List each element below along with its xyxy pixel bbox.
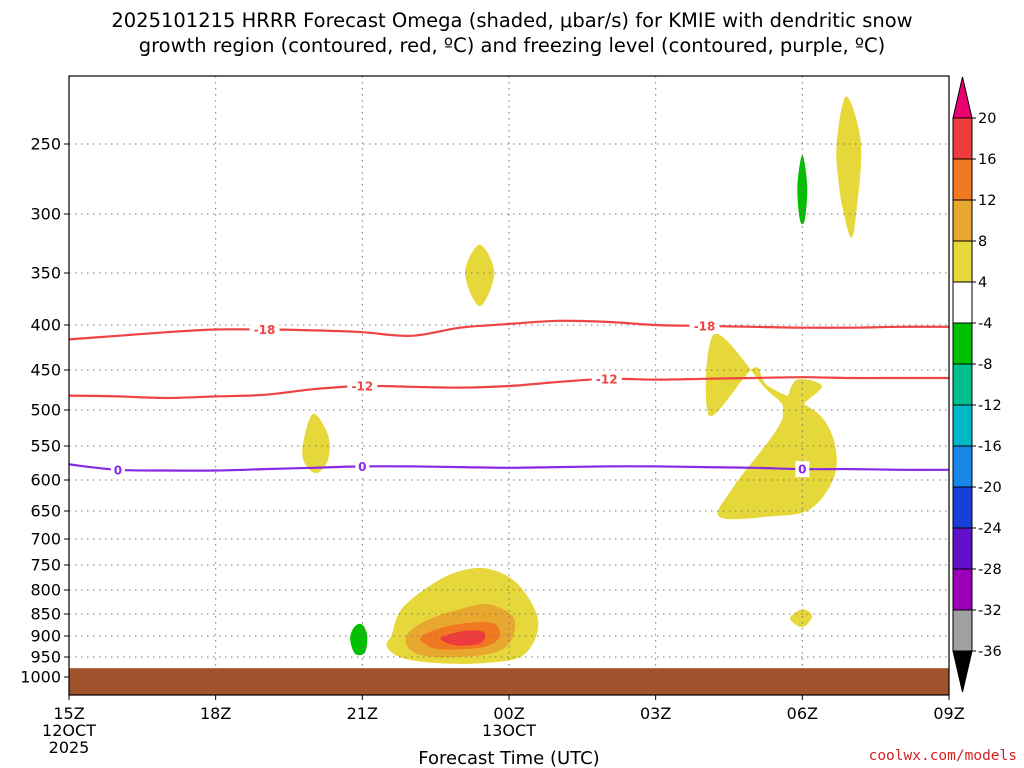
colorbar-top-arrow xyxy=(952,76,973,119)
colorbar-bin-9 xyxy=(952,486,973,529)
colorbar-label-1: 16 xyxy=(978,152,996,168)
omega-low-level-16 xyxy=(440,630,486,646)
colorbar-bin-2 xyxy=(952,199,973,242)
omega-05z-upper xyxy=(782,379,822,432)
omega-05z-low xyxy=(790,609,813,628)
y-tick-label-750: 750 xyxy=(30,556,61,575)
freezing-level-label-1: 0 xyxy=(358,460,366,474)
freezing-level-label-bg xyxy=(795,461,810,478)
y-tick-label-300: 300 xyxy=(30,205,61,224)
dgz-minus12-label-0: -12 xyxy=(351,380,373,394)
colorbar-label-2: 12 xyxy=(978,193,996,209)
x-tick-label-0-0: 15Z xyxy=(53,704,84,723)
dgz-minus18-label-bg xyxy=(689,317,720,334)
dgz-minus18-label-bg xyxy=(249,321,280,338)
omega-20z-mid xyxy=(302,413,330,474)
y-tick-label-250: 250 xyxy=(30,135,61,154)
dgz-minus18-label-0: -18 xyxy=(254,323,276,337)
colorbar-label-9: -20 xyxy=(978,480,1002,496)
dgz-minus12-label-bg xyxy=(591,370,622,387)
terrain xyxy=(69,668,949,695)
y-tick-label-450: 450 xyxy=(30,361,61,380)
y-tick-label-600: 600 xyxy=(30,471,61,490)
colorbar-label-6: -8 xyxy=(978,357,992,373)
dgz-minus12-line xyxy=(69,376,949,400)
dgz-minus18-line xyxy=(69,319,949,341)
ground-layer xyxy=(69,668,949,695)
colorbar-label-11: -28 xyxy=(978,562,1002,578)
y-tick-label-550: 550 xyxy=(30,437,61,456)
freezing-level-label-bg xyxy=(110,461,125,478)
site-credit: coolwx.com/models xyxy=(869,748,1017,764)
colorbar-bin-7 xyxy=(952,404,973,447)
colorbar-bin-3 xyxy=(952,240,973,283)
omega-06z-neg xyxy=(797,155,808,225)
y-tick-label-650: 650 xyxy=(30,502,61,521)
colorbar-bin-12 xyxy=(952,609,973,652)
colorbar-label-3: 8 xyxy=(978,234,987,250)
colorbar-bin-8 xyxy=(952,445,973,488)
y-tick-label-950: 950 xyxy=(30,648,61,667)
colorbar: 20 16 12 8 4 -4 -8 -12 -16 -20 -24 -28 -32 -36 xyxy=(952,76,1002,693)
x-tick-label-15-0: 06Z xyxy=(787,704,818,723)
omega-2130-350 xyxy=(465,244,495,307)
chart-title-line-2: growth region (contoured, red, ºC) and f… xyxy=(139,34,886,57)
x-tick-label-18-0: 09Z xyxy=(933,704,964,723)
colorbar-bin-6 xyxy=(952,363,973,406)
dgz-minus18-label-1: -18 xyxy=(694,319,716,333)
colorbar-bin-0 xyxy=(952,117,973,160)
colorbar-label-4: 4 xyxy=(978,275,987,291)
y-tick-label-850: 850 xyxy=(30,605,61,624)
y-tick-label-700: 700 xyxy=(30,530,61,549)
y-tick-label-400: 400 xyxy=(30,316,61,335)
y-tick-label-350: 350 xyxy=(30,264,61,283)
grid-layer xyxy=(69,76,949,695)
colorbar-label-8: -16 xyxy=(978,439,1002,455)
y-tick-label-800: 800 xyxy=(30,581,61,600)
colorbar-label-12: -32 xyxy=(978,603,1002,619)
freezing-level-label-0: 0 xyxy=(114,463,122,477)
freezing-level-label-bg xyxy=(355,458,370,475)
x-tick-label-0-1: 12OCT xyxy=(42,721,96,740)
chart-title-line-1: 2025101215 HRRR Forecast Omega (shaded, … xyxy=(111,9,912,32)
x-tick-label-3-0: 18Z xyxy=(200,704,231,723)
y-tick-label-1000: 1000 xyxy=(20,668,61,687)
x-tick-label-9-0: 00Z xyxy=(493,704,524,723)
x-tick-label-9-1: 13OCT xyxy=(482,721,536,740)
x-tick-label-12-0: 03Z xyxy=(640,704,671,723)
colorbar-bin-11 xyxy=(952,568,973,611)
omega-05z-mid xyxy=(705,333,837,520)
freezing-level-label-2: 0 xyxy=(798,463,806,477)
colorbar-bin-5 xyxy=(952,322,973,365)
x-axis-title: Forecast Time (UTC) xyxy=(418,748,599,768)
colorbar-label-0: 20 xyxy=(978,111,996,127)
colorbar-label-7: -12 xyxy=(978,398,1002,414)
x-tick-label-6-0: 21Z xyxy=(347,704,378,723)
y-tick-label-900: 900 xyxy=(30,627,61,646)
omega-21z-neg xyxy=(350,623,368,656)
x-tick-label-0-2: 2025 xyxy=(49,738,90,757)
colorbar-bin-10 xyxy=(952,527,973,570)
colorbar-label-10: -24 xyxy=(978,521,1002,537)
y-axis: 250 300 350 400 450 500 550 600 650 700 750 800 850 9… xyxy=(20,135,69,687)
omega-07z-upper xyxy=(836,96,862,238)
colorbar-label-13: -36 xyxy=(978,644,1002,660)
y-tick-label-500: 500 xyxy=(30,401,61,420)
colorbar-bin-1 xyxy=(952,158,973,201)
colorbar-bottom-arrow xyxy=(952,650,973,693)
contour-layer: -18 -18 -12 -12 0 0 0 xyxy=(69,317,949,478)
dgz-minus12-label-bg xyxy=(347,378,378,394)
dgz-minus12-label-1: -12 xyxy=(596,372,618,386)
colorbar-label-5: -4 xyxy=(978,316,992,332)
colorbar-bin-4 xyxy=(952,281,973,324)
